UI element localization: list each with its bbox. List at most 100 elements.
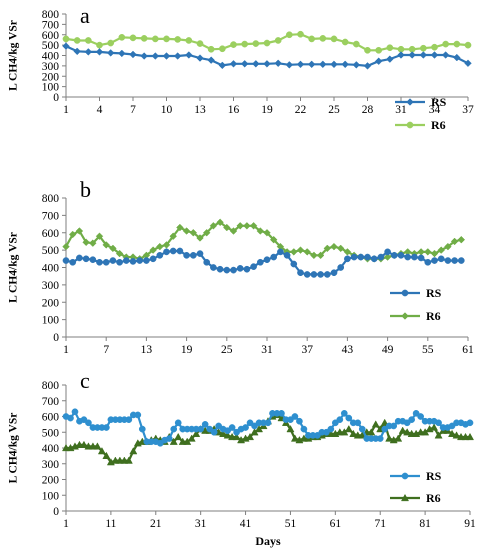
data-point [383,253,392,261]
data-point [417,254,425,262]
legend-label: R6 [426,309,441,323]
x-tick-label: 61 [330,518,342,530]
data-point [102,451,111,460]
data-point [397,51,405,59]
y-tick-label: 800 [42,193,60,205]
y-tick-label: 700 [42,396,60,408]
data-point [431,257,438,264]
data-point [300,425,308,433]
data-point [163,248,170,256]
data-point [290,248,298,256]
data-point [210,428,218,436]
data-point [82,255,90,263]
data-point [151,35,159,43]
data-point [340,410,348,417]
y-tick-label: 200 [42,71,60,83]
data-point [354,419,362,427]
x-tick-label: 19 [261,104,273,116]
data-point [376,435,384,442]
x-tick-label: 31 [395,104,407,116]
data-point [149,246,157,254]
data-point [256,227,265,235]
data-point [424,258,432,266]
data-point [140,35,148,42]
data-point [162,52,171,60]
data-point [435,419,442,427]
data-point [345,414,353,422]
data-point [89,239,97,247]
data-point [95,232,104,240]
y-tick-label: 700 [42,210,60,222]
data-point [129,447,138,455]
x-tick-label: 41 [240,518,252,530]
legend-item-rs: RS [390,469,442,483]
legend-label: R6 [431,118,446,132]
data-point [411,253,418,261]
data-point [89,256,97,264]
x-tick-label: 31 [261,344,273,356]
y-tick-label: 100 [42,315,60,327]
x-tick-label: 55 [422,344,434,356]
data-point [196,40,204,47]
data-point [316,251,325,260]
data-point [116,258,123,266]
data-point [223,431,232,439]
data-point [169,437,178,445]
y-tick-label: 400 [42,263,60,275]
data-point [140,52,148,60]
data-point [441,51,450,59]
data-point [371,420,380,428]
data-point [243,265,251,273]
y-tick-label: 500 [42,40,60,52]
data-point [197,425,205,433]
data-point [270,253,278,261]
x-tick-label: 11 [105,518,116,530]
data-point [82,238,90,247]
data-point [330,35,338,43]
data-point [223,223,231,232]
panel-b: 0 100 200 300 400 500 600 700 800 1 7 13 19 25 31 37 43 4… [8,177,474,356]
data-point [118,49,126,58]
data-point [464,59,472,68]
y-tick-label: 600 [42,30,60,42]
data-point [109,257,117,264]
data-point [417,413,424,420]
data-point [408,51,416,59]
data-point [444,257,452,264]
data-point [96,258,103,266]
data-point [390,251,398,259]
data-point [67,414,74,422]
data-point [163,35,170,43]
data-point [246,432,255,441]
data-point [263,256,271,264]
data-point [269,235,278,244]
series-points-r6 [62,30,472,54]
data-point [297,269,304,277]
y-tick-label: 300 [42,61,60,73]
legend-item-r6: R6 [390,491,441,505]
data-point [156,242,164,251]
data-point [169,232,177,240]
data-point [129,258,137,265]
legend-swatch-marker [401,289,409,297]
data-point [134,411,142,419]
data-point [84,37,92,44]
data-point [196,234,204,242]
data-point [218,45,226,53]
data-point [430,423,439,431]
data-point [138,425,146,433]
data-point [285,31,293,39]
data-point [187,434,196,442]
data-point [62,35,70,43]
data-point [156,251,164,259]
y-tick-label: 300 [42,280,60,292]
y-tick-label: 300 [42,459,60,471]
data-point [296,60,305,69]
legend-label: R6 [426,491,441,505]
data-point [390,422,398,430]
legend-label: RS [426,469,442,483]
x-tick-label: 37 [462,104,474,116]
y-tick-label: 700 [42,19,60,31]
data-point [448,429,457,437]
